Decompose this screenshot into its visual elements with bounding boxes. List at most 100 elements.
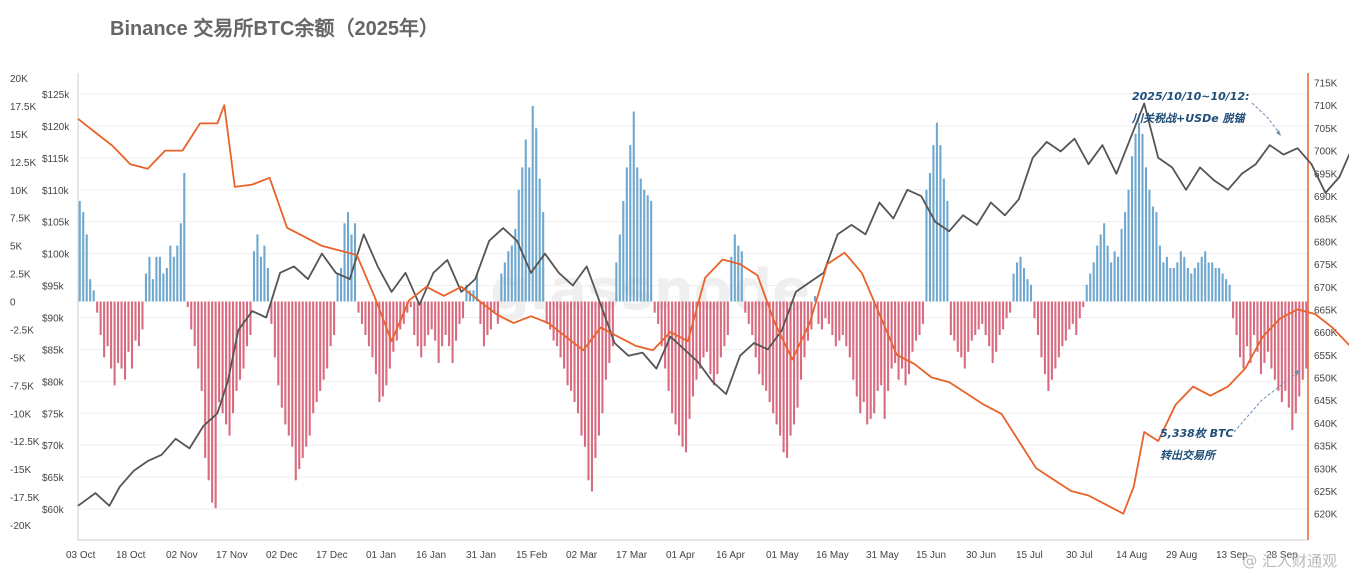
flow-bar xyxy=(1033,301,1036,319)
balance-tick-label: 630K xyxy=(1314,464,1338,475)
flow-bar xyxy=(162,273,165,302)
flow-bar xyxy=(1305,301,1308,369)
flow-bar xyxy=(1242,301,1245,369)
flow-bar xyxy=(99,301,102,336)
flow-bar xyxy=(664,301,667,369)
flow-bar xyxy=(848,301,851,358)
flow-bar xyxy=(1301,301,1304,380)
flow-bar xyxy=(643,189,646,302)
price-tick-label: $120k xyxy=(42,122,70,133)
flow-bar xyxy=(730,256,733,302)
flow-bar xyxy=(1103,223,1106,302)
flow-bar xyxy=(1057,301,1060,358)
flow-bar xyxy=(744,301,747,313)
flow-bar xyxy=(758,301,761,375)
flow-bar xyxy=(831,301,834,336)
flow-bar xyxy=(360,301,364,324)
flow-bar xyxy=(346,212,350,302)
flow-bar xyxy=(144,273,147,302)
flow-bar xyxy=(984,301,987,336)
flow-bar xyxy=(887,301,890,391)
flow-bar xyxy=(1110,262,1113,302)
flow-bar xyxy=(702,301,705,358)
flow-bar xyxy=(1071,301,1074,324)
flow-bar xyxy=(1249,301,1252,363)
flow-bar xyxy=(89,279,92,302)
flow-bar xyxy=(691,301,695,397)
annotation-arrowhead xyxy=(1276,130,1281,136)
flow-bar xyxy=(1130,156,1134,302)
x-tick-label: 01 May xyxy=(766,550,799,561)
flow-bar xyxy=(123,301,127,380)
flow-bar xyxy=(308,301,311,436)
flow-bar xyxy=(775,301,778,425)
flow-bar xyxy=(1256,301,1259,352)
flow-bar xyxy=(820,301,823,330)
flow-bar xyxy=(333,301,336,336)
flow-bar xyxy=(420,301,423,358)
x-tick-label: 01 Jan xyxy=(366,550,396,561)
flow-bar xyxy=(1005,301,1008,319)
flow-bar xyxy=(928,172,931,302)
flow-bar xyxy=(127,301,130,352)
flow-bar xyxy=(493,301,496,313)
flow-bar xyxy=(698,301,702,369)
flow-bar xyxy=(995,301,998,352)
flow-bar xyxy=(733,234,736,302)
flow-bar xyxy=(779,301,782,436)
price-tick-label: $60k xyxy=(42,505,65,516)
x-tick-label: 01 Apr xyxy=(666,550,696,561)
flow-bar xyxy=(507,251,510,302)
flow-tick-label: 7.5K xyxy=(10,214,31,225)
flow-tick-label: 0 xyxy=(10,298,16,309)
flow-bar xyxy=(242,301,245,369)
flow-bar xyxy=(266,267,269,302)
flow-bar xyxy=(688,301,691,419)
flow-bar xyxy=(489,301,492,330)
flow-bar xyxy=(636,167,639,302)
flow-bar xyxy=(291,301,294,447)
flow-bar xyxy=(705,301,708,352)
flow-bar xyxy=(193,301,196,347)
annotation-title: 2025/10/10~10/12: xyxy=(1132,90,1250,103)
flow-bar xyxy=(1141,133,1144,302)
flow-bar xyxy=(782,301,785,453)
flow-bar xyxy=(256,234,259,302)
flow-bar xyxy=(82,212,85,302)
flow-bar xyxy=(503,262,506,302)
flow-tick-label: -7.5K xyxy=(10,381,34,392)
flow-bar xyxy=(451,301,454,363)
balance-tick-label: 670K xyxy=(1314,283,1338,294)
flow-bar xyxy=(225,301,228,425)
flow-tick-label: -2.5K xyxy=(10,325,34,336)
flow-bar xyxy=(601,301,604,414)
flow-bar xyxy=(852,301,855,380)
x-tick-label: 17 Nov xyxy=(216,550,248,561)
flow-bar xyxy=(165,267,168,302)
flow-bar xyxy=(925,189,928,302)
flow-bar xyxy=(423,301,426,347)
x-tick-label: 03 Oct xyxy=(66,550,96,561)
flow-bar xyxy=(1162,262,1165,302)
flow-bar xyxy=(235,301,238,391)
balance-tick-label: 695K xyxy=(1314,169,1338,180)
flow-bar xyxy=(1050,301,1053,380)
flow-bar xyxy=(1117,256,1120,302)
price-tick-label: $110k xyxy=(42,186,70,197)
flow-bar xyxy=(1211,262,1214,302)
flow-bar xyxy=(273,301,276,358)
flow-bar xyxy=(172,256,175,302)
price-tick-label: $65k xyxy=(42,473,65,484)
flow-bar xyxy=(374,301,377,375)
flow-bar xyxy=(1078,301,1081,319)
flow-bar xyxy=(671,301,674,414)
flow-bar xyxy=(1036,301,1040,336)
flow-bar xyxy=(287,301,290,436)
flow-bar xyxy=(1127,189,1130,302)
flow-bar xyxy=(1026,279,1029,302)
flow-bar xyxy=(130,301,134,369)
flow-bar xyxy=(270,301,273,324)
flow-bar xyxy=(413,301,416,336)
flow-bar xyxy=(1186,267,1189,302)
